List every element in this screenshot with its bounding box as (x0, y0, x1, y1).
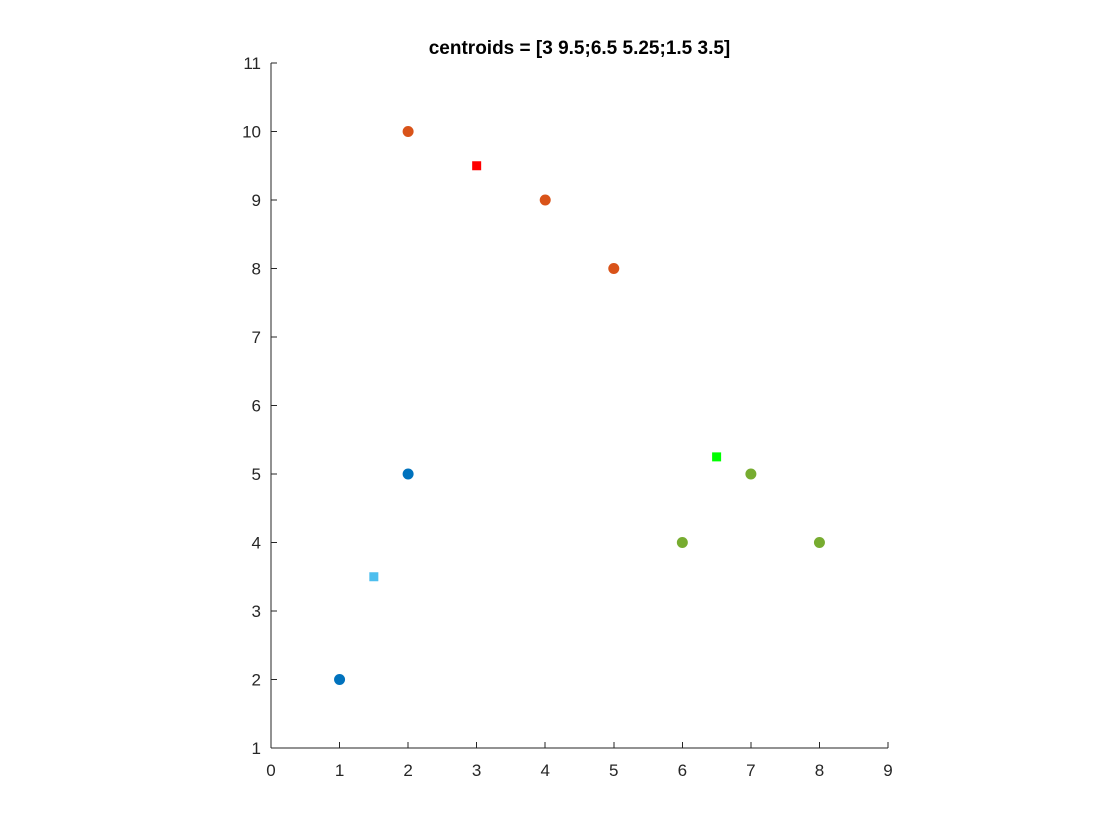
centroid-marker (472, 161, 482, 171)
y-tick-label: 4 (252, 534, 261, 553)
data-point (745, 468, 757, 480)
y-tick-label: 1 (252, 739, 261, 758)
data-point (539, 194, 551, 206)
x-tick-label: 2 (403, 761, 412, 780)
centroid-marker (712, 452, 722, 462)
x-tick-label: 5 (609, 761, 618, 780)
data-point (334, 674, 346, 685)
y-tick-label: 3 (252, 602, 261, 621)
data-point (813, 537, 825, 548)
x-tick-label: 4 (540, 761, 549, 780)
y-tick-label: 5 (252, 465, 261, 484)
x-tick-label: 3 (472, 761, 481, 780)
y-tick-label: 2 (252, 671, 261, 690)
x-tick-label: 8 (815, 761, 824, 780)
y-tick-label: 6 (252, 397, 261, 416)
x-tick-label: 0 (266, 761, 275, 780)
chart-title: centroids = [3 9.5;6.5 5.25;1.5 3.5] (429, 38, 731, 59)
y-tick-label: 10 (242, 123, 261, 142)
centroid-marker (369, 572, 379, 582)
data-points (334, 126, 825, 685)
data-point (676, 537, 688, 548)
y-tick-label: 11 (243, 54, 261, 73)
data-point (402, 468, 414, 480)
y-tick-label: 9 (252, 191, 261, 210)
x-tick-label: 7 (746, 761, 755, 780)
y-tick-label: 7 (252, 328, 261, 347)
x-tick-label: 1 (335, 761, 344, 780)
y-tick-label: 8 (252, 260, 261, 279)
x-tick-label: 6 (678, 761, 687, 780)
x-tick-label: 9 (883, 761, 892, 780)
data-point (608, 263, 620, 274)
data-point (402, 126, 414, 137)
